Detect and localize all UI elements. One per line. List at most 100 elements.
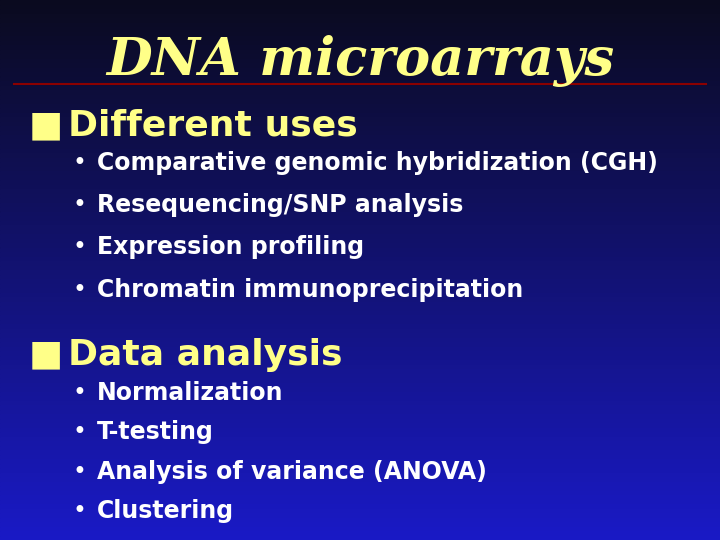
Bar	[0, 355, 720, 360]
Text: •: •	[72, 460, 86, 483]
Bar	[0, 158, 720, 162]
Bar	[0, 387, 720, 392]
Bar	[0, 27, 720, 31]
Bar	[0, 131, 720, 135]
Bar	[0, 81, 720, 85]
Bar	[0, 500, 720, 504]
Bar	[0, 216, 720, 220]
Bar	[0, 108, 720, 112]
Bar	[0, 180, 720, 185]
Text: Comparative genomic hybridization (CGH): Comparative genomic hybridization (CGH)	[97, 151, 658, 175]
Bar	[0, 9, 720, 14]
Bar	[0, 112, 720, 117]
Bar	[0, 455, 720, 459]
Bar	[0, 396, 720, 401]
Bar	[0, 148, 720, 153]
Text: •: •	[72, 278, 86, 301]
Bar	[0, 270, 720, 274]
Bar	[0, 405, 720, 409]
Bar	[0, 117, 720, 122]
Bar	[0, 401, 720, 405]
Bar	[0, 198, 720, 202]
Bar	[0, 63, 720, 68]
Text: ■: ■	[29, 338, 63, 372]
Bar	[0, 536, 720, 540]
Bar	[0, 94, 720, 99]
Bar	[0, 517, 720, 522]
Bar	[0, 472, 720, 477]
Bar	[0, 364, 720, 369]
Text: •: •	[72, 151, 86, 175]
Text: Resequencing/SNP analysis: Resequencing/SNP analysis	[97, 193, 464, 217]
Bar	[0, 261, 720, 266]
Bar	[0, 409, 720, 414]
Bar	[0, 468, 720, 472]
Text: T-testing: T-testing	[97, 420, 214, 444]
Bar	[0, 99, 720, 104]
Bar	[0, 293, 720, 297]
Bar	[0, 36, 720, 40]
Bar	[0, 72, 720, 77]
Text: •: •	[72, 499, 86, 523]
Bar	[0, 189, 720, 193]
Bar	[0, 301, 720, 306]
Bar	[0, 135, 720, 139]
Bar	[0, 526, 720, 531]
Bar	[0, 360, 720, 364]
Bar	[0, 531, 720, 536]
Bar	[0, 486, 720, 490]
Bar	[0, 31, 720, 36]
Text: •: •	[72, 381, 86, 404]
Bar	[0, 266, 720, 270]
Bar	[0, 18, 720, 23]
Bar	[0, 243, 720, 247]
Text: Data analysis: Data analysis	[68, 338, 343, 372]
Bar	[0, 185, 720, 189]
Bar	[0, 68, 720, 72]
Bar	[0, 54, 720, 58]
Bar	[0, 122, 720, 126]
Text: Expression profiling: Expression profiling	[97, 235, 364, 259]
Bar	[0, 306, 720, 310]
Bar	[0, 482, 720, 486]
Bar	[0, 441, 720, 445]
Text: Clustering: Clustering	[97, 499, 234, 523]
Text: Analysis of variance (ANOVA): Analysis of variance (ANOVA)	[97, 460, 487, 483]
Text: Chromatin immunoprecipitation: Chromatin immunoprecipitation	[97, 278, 523, 301]
Bar	[0, 45, 720, 50]
Bar	[0, 463, 720, 468]
Bar	[0, 153, 720, 158]
Bar	[0, 495, 720, 500]
Text: Different uses: Different uses	[68, 108, 358, 142]
Bar	[0, 342, 720, 347]
Bar	[0, 522, 720, 526]
Bar	[0, 284, 720, 288]
Bar	[0, 418, 720, 423]
Bar	[0, 351, 720, 355]
Bar	[0, 369, 720, 374]
Bar	[0, 315, 720, 320]
Bar	[0, 477, 720, 482]
Bar	[0, 23, 720, 27]
Bar	[0, 220, 720, 225]
Bar	[0, 0, 720, 4]
Text: •: •	[72, 420, 86, 444]
Bar	[0, 338, 720, 342]
Bar	[0, 459, 720, 463]
Bar	[0, 297, 720, 301]
Bar	[0, 288, 720, 293]
Bar	[0, 513, 720, 517]
Bar	[0, 320, 720, 324]
Bar	[0, 234, 720, 239]
Bar	[0, 171, 720, 176]
Bar	[0, 230, 720, 234]
Bar	[0, 252, 720, 256]
Bar	[0, 428, 720, 432]
Bar	[0, 378, 720, 382]
Bar	[0, 436, 720, 441]
Bar	[0, 85, 720, 90]
Bar	[0, 14, 720, 18]
Bar	[0, 374, 720, 378]
Bar	[0, 90, 720, 94]
Bar	[0, 490, 720, 495]
